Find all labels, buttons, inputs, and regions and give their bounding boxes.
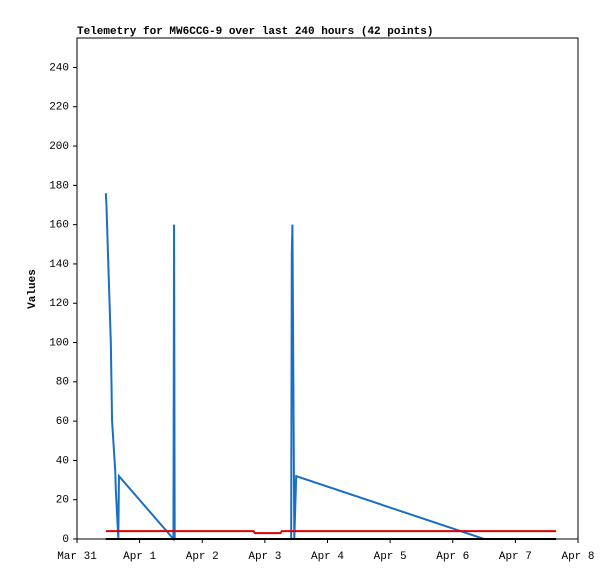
y-tick-label: 0 — [62, 534, 69, 546]
y-tick-label: 200 — [49, 141, 69, 153]
y-tick-label: 220 — [49, 102, 69, 114]
x-tick-label: Apr 8 — [561, 551, 594, 563]
series-line — [104, 193, 557, 542]
y-tick-label: 20 — [56, 495, 69, 507]
y-tick-label: 80 — [56, 377, 69, 389]
y-tick-label: 180 — [49, 180, 69, 192]
x-tick-label: Apr 1 — [123, 551, 156, 563]
y-tick-label: 40 — [56, 455, 69, 467]
x-tick-label: Mar 31 — [57, 551, 97, 563]
y-tick-label: 120 — [49, 298, 69, 310]
x-tick-label: Apr 3 — [248, 551, 281, 563]
x-tick-label: Apr 2 — [186, 551, 219, 563]
y-tick-label: 160 — [49, 220, 69, 232]
y-tick-label: 100 — [49, 337, 69, 349]
y-tick-label: 60 — [56, 416, 69, 428]
x-tick-label: Apr 6 — [436, 551, 469, 563]
y-tick-label: 240 — [49, 62, 69, 74]
x-tick-label: Apr 7 — [499, 551, 532, 563]
series-line — [105, 530, 557, 535]
plot-frame — [76, 37, 579, 540]
x-tick-label: Apr 4 — [311, 551, 344, 563]
y-tick-label: 140 — [49, 259, 69, 271]
chart-title: Telemetry for MW6CCG-9 over last 240 hou… — [77, 26, 433, 38]
x-tick-label: Apr 5 — [374, 551, 407, 563]
y-axis-label: Values — [27, 269, 39, 309]
